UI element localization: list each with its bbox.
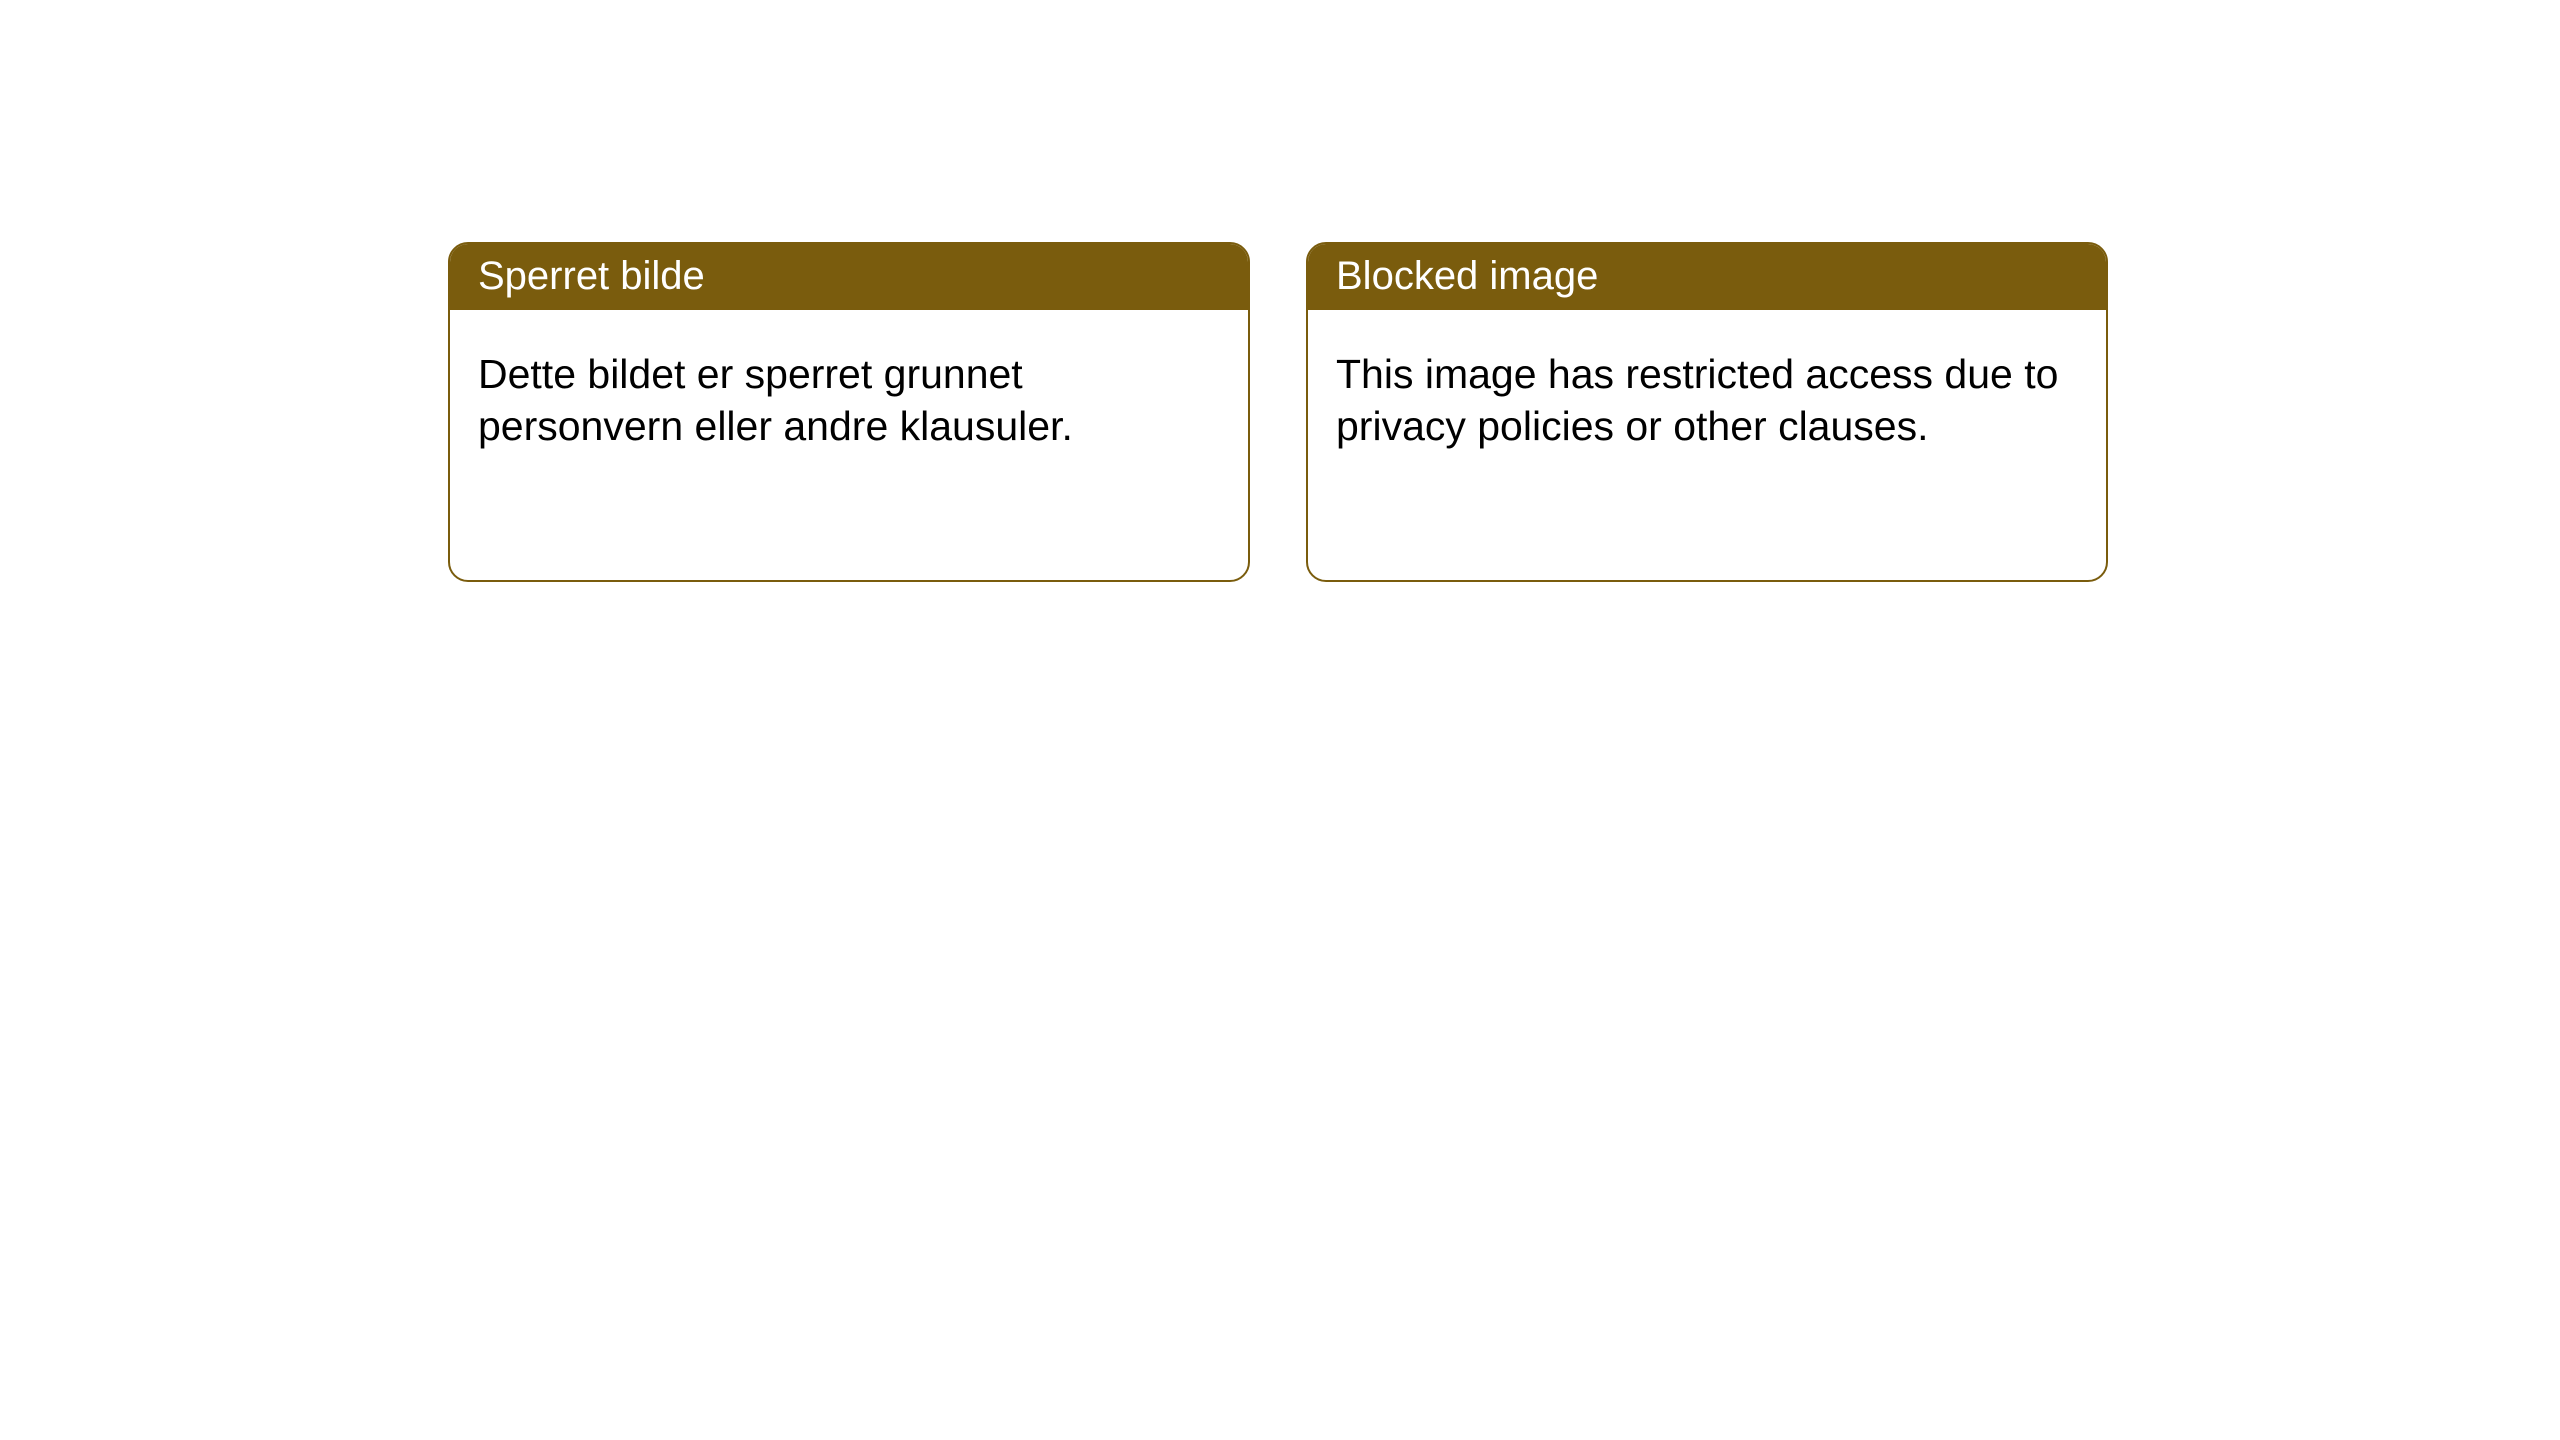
notice-message: Dette bildet er sperret grunnet personve… <box>478 348 1220 453</box>
notice-title: Sperret bilde <box>478 254 705 298</box>
notice-card-norwegian: Sperret bilde Dette bildet er sperret gr… <box>448 242 1250 582</box>
notice-header-norwegian: Sperret bilde <box>450 244 1248 310</box>
notice-header-english: Blocked image <box>1308 244 2106 310</box>
notice-container: Sperret bilde Dette bildet er sperret gr… <box>0 0 2560 582</box>
notice-card-english: Blocked image This image has restricted … <box>1306 242 2108 582</box>
notice-message: This image has restricted access due to … <box>1336 348 2078 453</box>
notice-body-norwegian: Dette bildet er sperret grunnet personve… <box>450 310 1248 580</box>
notice-title: Blocked image <box>1336 254 1598 298</box>
notice-body-english: This image has restricted access due to … <box>1308 310 2106 580</box>
